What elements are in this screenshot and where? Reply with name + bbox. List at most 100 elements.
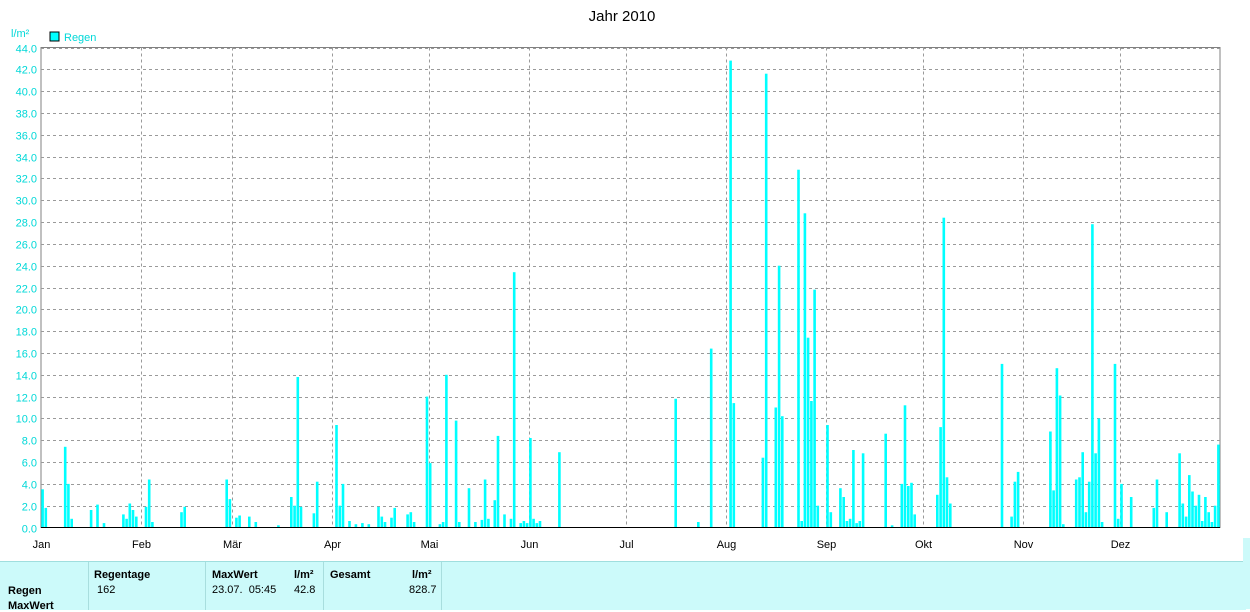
rain-bar xyxy=(1074,479,1078,528)
y-tick-label: 4.0 xyxy=(22,480,37,492)
maxwert-date: 23.07. 05:45 xyxy=(212,584,277,596)
rain-bar xyxy=(1058,395,1062,528)
rain-bar xyxy=(777,265,781,528)
rain-bar xyxy=(496,435,500,528)
panel-edge xyxy=(1243,538,1250,609)
y-tick-label: 28.0 xyxy=(16,218,37,230)
rain-bar xyxy=(412,522,416,528)
y-tick-label: 0.0 xyxy=(22,524,37,536)
rain-bar xyxy=(122,514,125,528)
rain-bar xyxy=(1078,477,1081,528)
rain-bar xyxy=(1097,418,1101,528)
legend-label: Regen xyxy=(64,32,96,44)
y-tick-label: 26.0 xyxy=(16,240,37,252)
rain-bar xyxy=(144,506,148,528)
rain-bar xyxy=(525,523,529,528)
y-axis-unit: l/m² xyxy=(11,28,30,40)
rain-bar xyxy=(522,521,526,528)
rain-bar xyxy=(425,396,429,528)
rain-bar xyxy=(813,289,816,528)
legend-swatch xyxy=(49,31,60,42)
gesamt-value: 828.7 xyxy=(409,584,437,596)
x-tick-label: Okt xyxy=(915,539,932,551)
rain-bar xyxy=(135,516,138,528)
rain-bar xyxy=(803,213,807,528)
rain-bar xyxy=(829,512,833,528)
rain-bar xyxy=(855,523,858,528)
rain-bar xyxy=(67,483,70,528)
y-tick-label: 10.0 xyxy=(16,414,37,426)
x-tick-label: Aug xyxy=(717,539,737,551)
y-tick-label: 14.0 xyxy=(16,371,37,383)
rain-bar xyxy=(354,524,358,528)
rain-bar xyxy=(238,515,241,528)
rain-bar xyxy=(235,517,238,528)
rain-bar xyxy=(842,497,845,528)
rain-bar xyxy=(1194,505,1198,528)
rain-bar xyxy=(293,505,296,528)
rain-bar xyxy=(1094,453,1097,528)
rain-bar xyxy=(487,518,490,528)
rain-bar xyxy=(674,398,677,528)
rain-bar xyxy=(1016,471,1020,528)
y-tick-label: 38.0 xyxy=(16,109,37,121)
y-tick-label: 30.0 xyxy=(16,196,37,208)
rain-bar xyxy=(1155,479,1159,528)
y-tick-label: 32.0 xyxy=(16,174,37,186)
regentage-value: 162 xyxy=(97,584,116,596)
rain-bar xyxy=(1191,491,1194,528)
gesamt-unit: l/m² xyxy=(412,569,432,581)
rain-bar xyxy=(884,433,887,528)
rain-bar xyxy=(729,60,732,528)
rain-bar xyxy=(1084,512,1088,528)
rain-bar xyxy=(800,521,803,528)
regentage-cell xyxy=(0,562,89,610)
rain-bar xyxy=(1055,368,1059,528)
rain-chart: Jahr 2010 l/m² Regen 0.0 2.0 4.0 6.0 8.0 10.0… xyxy=(11,8,1221,551)
rain-bar xyxy=(535,523,539,528)
rain-bar xyxy=(816,505,820,528)
rain-bar xyxy=(483,479,487,528)
y-tick-label: 20.0 xyxy=(16,305,37,317)
rain-bar xyxy=(519,523,522,528)
stats-panel: Regen MaxWert Regentage 162 MaxWert l/m²… xyxy=(0,561,1246,612)
regentage-header: Regentage xyxy=(94,569,151,581)
rain-bar xyxy=(1165,512,1168,528)
rain-bar xyxy=(438,524,442,528)
rain-bar xyxy=(348,521,351,528)
rain-bar xyxy=(183,506,186,528)
rain-bar xyxy=(806,337,810,528)
x-tick-label: Nov xyxy=(1014,539,1034,551)
rain-bar xyxy=(538,521,542,528)
y-tick-label: 6.0 xyxy=(22,458,37,470)
rain-bar xyxy=(1188,475,1191,528)
rain-bar xyxy=(697,522,700,528)
maxwert-col: MaxWert l/m² 23.07. 05:45 42.8 xyxy=(206,562,324,610)
rain-bar xyxy=(467,488,471,528)
rain-bar xyxy=(1204,497,1207,528)
rain-bar xyxy=(367,524,371,528)
gesamt-header: Gesamt xyxy=(330,569,371,581)
rain-bar xyxy=(312,513,316,528)
rain-bar xyxy=(1091,224,1094,528)
rain-bar xyxy=(151,522,154,528)
rain-bar xyxy=(380,516,384,528)
rain-bar xyxy=(529,438,532,528)
rain-bar xyxy=(890,525,894,528)
rain-bar xyxy=(89,510,93,528)
y-tick-label: 8.0 xyxy=(22,436,37,448)
rain-bar xyxy=(383,522,387,528)
y-tick-label: 16.0 xyxy=(16,349,37,361)
rain-bar xyxy=(147,479,151,528)
rain-bar xyxy=(290,497,293,528)
maxwert-value: 42.8 xyxy=(294,584,316,596)
y-tick-label: 40.0 xyxy=(16,87,37,99)
x-tick-label: Dez xyxy=(1111,539,1131,551)
rain-bar xyxy=(732,403,736,528)
rain-bar xyxy=(41,489,44,528)
rain-bar xyxy=(503,514,506,528)
rain-bar xyxy=(852,450,855,528)
regentage-col: Regentage 162 xyxy=(89,562,206,610)
rain-bar xyxy=(848,518,852,528)
rain-bar xyxy=(1184,516,1188,528)
